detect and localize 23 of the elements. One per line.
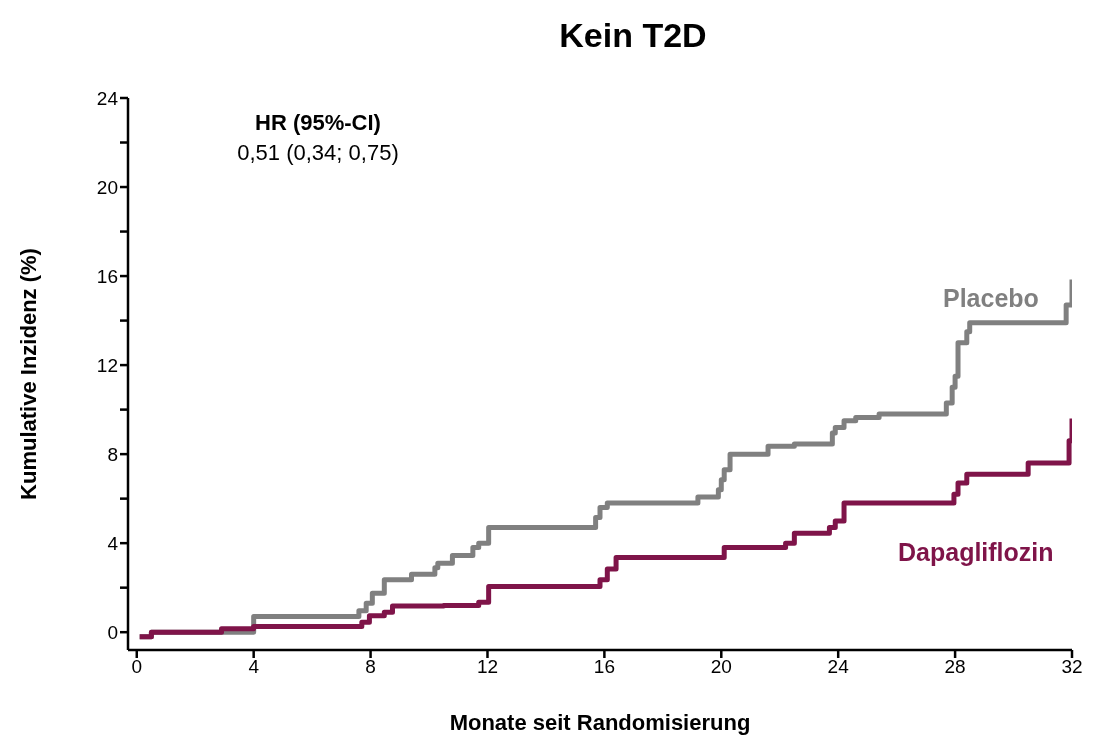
x-tick-label: 0 bbox=[131, 656, 143, 678]
x-tick-label: 4 bbox=[248, 656, 260, 678]
y-tick-label: 8 bbox=[107, 443, 118, 465]
x-tick-label: 20 bbox=[710, 656, 732, 678]
x-tick-label: 32 bbox=[1061, 656, 1083, 678]
y-tick-label: 12 bbox=[96, 354, 118, 376]
series-label: Dapagliflozin bbox=[898, 538, 1054, 567]
y-axis-title: Kumulative Inzidenz (%) bbox=[15, 248, 41, 500]
y-tick-label: 20 bbox=[96, 176, 118, 198]
annotation: HR (95%-CI) bbox=[254, 109, 382, 137]
y-tick-label: 4 bbox=[107, 532, 119, 554]
y-tick-label: 0 bbox=[107, 621, 118, 643]
annotation: 0,51 (0,34; 0,75) bbox=[236, 139, 400, 167]
x-tick-label: 28 bbox=[944, 656, 966, 678]
chart-title: Kein T2D bbox=[558, 16, 708, 55]
y-tick-label: 16 bbox=[96, 265, 118, 287]
x-tick-label: 8 bbox=[365, 656, 376, 678]
x-tick-label: 12 bbox=[476, 656, 499, 678]
x-tick-label: 24 bbox=[827, 656, 850, 678]
x-tick-label: 16 bbox=[593, 656, 615, 678]
y-tick-label: 24 bbox=[96, 87, 119, 109]
x-axis-title: Monate seit Randomisierung bbox=[449, 710, 751, 735]
series-label: Placebo bbox=[943, 284, 1039, 313]
